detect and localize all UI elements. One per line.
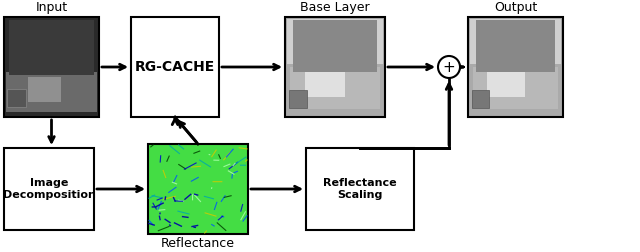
Bar — [472, 90, 489, 108]
Bar — [4, 148, 94, 230]
Text: RG-CACHE: RG-CACHE — [135, 60, 215, 74]
Text: Input: Input — [35, 1, 68, 14]
Text: Base Layer: Base Layer — [300, 1, 370, 14]
Bar — [285, 17, 385, 117]
Bar — [293, 20, 377, 72]
Text: Reflectance: Reflectance — [161, 237, 235, 250]
Bar — [476, 20, 555, 72]
Bar — [289, 90, 307, 108]
Circle shape — [438, 56, 460, 78]
Bar — [131, 17, 219, 117]
Text: +: + — [443, 59, 456, 75]
Bar — [6, 72, 97, 112]
Bar — [305, 72, 345, 97]
Text: Output: Output — [494, 1, 537, 14]
Bar — [473, 67, 558, 109]
Text: Image
Decomposition: Image Decomposition — [3, 178, 95, 200]
Bar — [7, 89, 26, 107]
Bar — [4, 17, 99, 117]
Bar — [290, 67, 380, 109]
Text: Reflectance
Scaling: Reflectance Scaling — [323, 178, 397, 200]
Bar — [470, 19, 561, 64]
Bar — [487, 72, 525, 97]
Bar — [28, 77, 61, 102]
Bar — [9, 20, 94, 75]
Bar — [306, 148, 414, 230]
Bar — [148, 144, 248, 234]
Bar — [468, 17, 563, 117]
Bar — [287, 19, 383, 64]
